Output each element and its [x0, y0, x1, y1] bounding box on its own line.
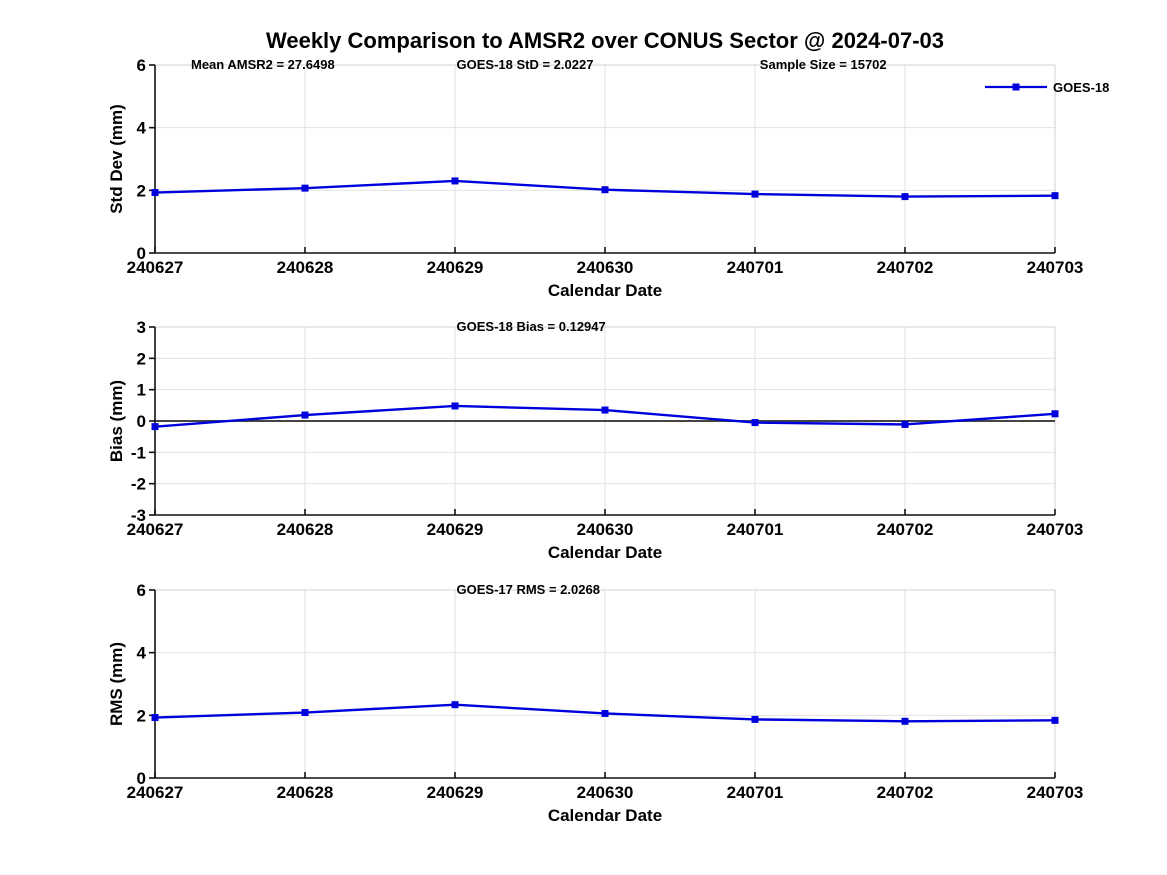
data-marker — [301, 184, 309, 192]
y-tick-label: 0 — [137, 412, 146, 431]
x-tick-label: 240630 — [577, 783, 634, 802]
x-tick-label: 240630 — [577, 520, 634, 539]
x-tick-label: 240703 — [1027, 783, 1084, 802]
stddev-subplot: 0 2 4 6 240627 240628 240629 240630 240701 240702… — [107, 56, 1109, 300]
annotation-text: GOES-18 Bias = 0.12947 — [457, 319, 606, 334]
x-tick-label: 240628 — [277, 783, 334, 802]
data-marker — [901, 717, 909, 725]
x-tick-label: 240630 — [577, 258, 634, 277]
annotation-text: GOES-17 RMS = 2.0268 — [457, 582, 600, 597]
data-marker — [151, 423, 159, 431]
x-tick-label: 240629 — [427, 258, 484, 277]
axis-ylabel: RMS (mm) — [107, 642, 126, 726]
annotation-text: Mean AMSR2 = 27.6498 — [191, 57, 335, 72]
data-marker — [301, 411, 309, 419]
x-tick-label: 240702 — [877, 520, 934, 539]
axis-ylabel: Bias (mm) — [107, 380, 126, 462]
x-tick-label: 240627 — [127, 258, 184, 277]
annotation-text: GOES-18 StD = 2.0227 — [457, 57, 594, 72]
y-tick-label: 1 — [137, 381, 146, 400]
data-marker — [151, 189, 159, 197]
data-marker — [151, 714, 159, 722]
legend-label: GOES-18 — [1053, 80, 1109, 95]
data-marker — [751, 190, 759, 198]
y-tick-label: 2 — [137, 349, 146, 368]
data-marker — [1051, 410, 1059, 418]
y-tick-label: 6 — [137, 56, 146, 75]
y-tick-label: 0 — [137, 769, 146, 788]
y-tick-label: 2 — [137, 181, 146, 200]
data-marker — [451, 402, 459, 410]
data-marker — [601, 406, 609, 414]
y-tick-label: 4 — [137, 644, 147, 663]
x-tick-label: 240628 — [277, 258, 334, 277]
x-tick-label: 240627 — [127, 520, 184, 539]
x-tick-label: 240702 — [877, 783, 934, 802]
data-marker — [1051, 192, 1059, 200]
x-tick-label: 240703 — [1027, 520, 1084, 539]
x-tick-label: 240701 — [727, 783, 784, 802]
y-tick-label: 0 — [137, 244, 146, 263]
x-tick-label: 240701 — [727, 258, 784, 277]
x-tick-label: 240702 — [877, 258, 934, 277]
chart-title: Weekly Comparison to AMSR2 over CONUS Se… — [265, 28, 944, 53]
rms-subplot: 0 2 4 6 240627 240628 240629 240630 240701 240702… — [107, 581, 1084, 825]
y-tick-label: -2 — [131, 475, 146, 494]
x-tick-label: 240701 — [727, 520, 784, 539]
y-tick-label: -3 — [131, 506, 146, 525]
y-tick-label: -1 — [131, 443, 146, 462]
y-tick-label: 3 — [137, 318, 146, 337]
x-tick-label: 240629 — [427, 783, 484, 802]
data-marker — [901, 420, 909, 428]
data-marker — [451, 177, 459, 185]
axis-xlabel: Calendar Date — [548, 543, 662, 562]
data-marker — [601, 709, 609, 717]
x-tick-label: 240628 — [277, 520, 334, 539]
annotation-text: Sample Size = 15702 — [760, 57, 887, 72]
bias-subplot: -3 -2 -1 0 1 2 3 240627 240628 240629 240630 240701… — [107, 318, 1084, 562]
legend-marker-sample — [1012, 83, 1020, 91]
data-marker — [751, 419, 759, 427]
y-tick-label: 4 — [137, 119, 147, 138]
data-marker — [301, 709, 309, 717]
data-marker — [1051, 716, 1059, 724]
data-marker — [751, 715, 759, 723]
axis-ylabel: Std Dev (mm) — [107, 104, 126, 214]
y-tick-label: 2 — [137, 706, 146, 725]
data-marker — [901, 193, 909, 201]
x-tick-label: 240629 — [427, 520, 484, 539]
x-tick-label: 240627 — [127, 783, 184, 802]
data-marker — [451, 701, 459, 709]
x-tick-label: 240703 — [1027, 258, 1084, 277]
axis-xlabel: Calendar Date — [548, 806, 662, 825]
y-tick-label: 6 — [137, 581, 146, 600]
data-marker — [601, 186, 609, 194]
axis-xlabel: Calendar Date — [548, 281, 662, 300]
